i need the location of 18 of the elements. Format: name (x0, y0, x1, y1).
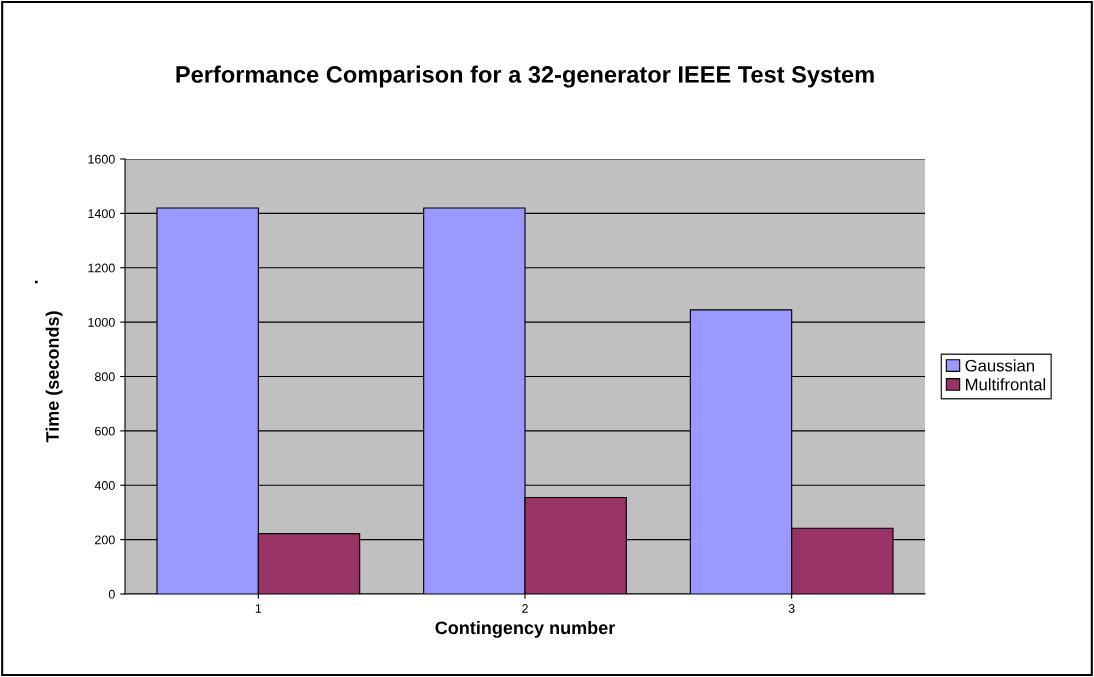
legend-label: Gaussian (965, 359, 1034, 372)
y-tick-label: 800 (94, 372, 115, 382)
x-tick-label: 2 (522, 604, 528, 613)
y-tick-label: 0 (108, 589, 115, 599)
y-tick-label: 400 (94, 481, 115, 490)
x-tick-label: 3 (788, 604, 795, 613)
text: . (34, 280, 38, 284)
x-axis-title: Contingency number (435, 620, 616, 638)
y-tick-label: 1000 (88, 317, 115, 327)
y-tick-label: 200 (95, 535, 115, 545)
chart-title: Performance Comparison for a 32-generator IEEE Test System (176, 65, 874, 88)
legend-label: Multifrontal (966, 378, 1046, 391)
y-tick-label: 600 (95, 426, 115, 436)
y-tick-label: 1600 (88, 154, 115, 164)
y-tick-label: 1400 (88, 209, 115, 219)
y-axis-title: Time (seconds) (45, 311, 63, 443)
y-tick-label: 1200 (88, 263, 115, 273)
x-tick-label: 1 (255, 604, 262, 613)
